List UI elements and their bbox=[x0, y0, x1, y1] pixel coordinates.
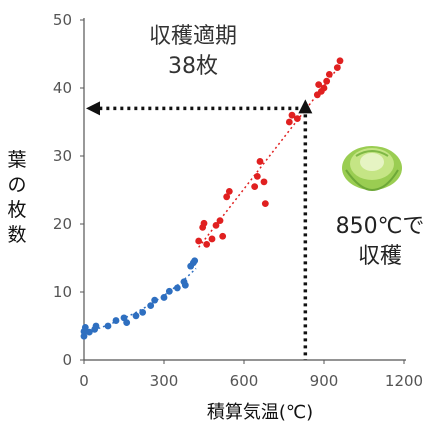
blue-data-point bbox=[104, 322, 112, 330]
red-data-point bbox=[325, 71, 333, 78]
blue-data-point bbox=[191, 257, 199, 265]
blue-data-point bbox=[147, 302, 155, 309]
red-data-point bbox=[208, 235, 216, 243]
x-tick-label: 1200 bbox=[385, 372, 423, 390]
trend-lines bbox=[83, 64, 341, 334]
blue-data-point bbox=[112, 317, 120, 324]
y-tick-label: 20 bbox=[53, 215, 72, 233]
blue-data-point bbox=[123, 319, 131, 326]
red-data-point bbox=[195, 237, 203, 245]
red-data-point bbox=[261, 200, 269, 208]
harvest-temp-line2: 収穫 bbox=[357, 244, 402, 269]
y-axis-label-char-4: 数 bbox=[7, 224, 27, 246]
y-tick-label: 40 bbox=[53, 79, 72, 97]
blue-data-point bbox=[81, 323, 89, 331]
red-data-point bbox=[223, 193, 231, 201]
red-data-point bbox=[333, 64, 341, 71]
blue-data-point bbox=[80, 332, 88, 340]
y-axis-label-char-2: の bbox=[7, 174, 27, 196]
y-axis-label-char-3: 枚 bbox=[7, 199, 27, 221]
red-data-point bbox=[315, 81, 323, 88]
chart-axes bbox=[80, 18, 406, 364]
blue-data-point bbox=[173, 284, 181, 292]
y-tick-label: 50 bbox=[53, 11, 72, 29]
red-data-point bbox=[260, 178, 268, 186]
harvest-count-label: 収穫適期 38枚 bbox=[118, 22, 268, 82]
blue-data-point bbox=[160, 294, 168, 301]
red-trend-line bbox=[198, 64, 341, 248]
red-data-point bbox=[256, 158, 264, 165]
red-data-point bbox=[285, 118, 293, 126]
harvest-guide bbox=[86, 99, 313, 360]
harvest-count-line1: 収穫適期 bbox=[148, 24, 237, 49]
harvest-count-line2: 38枚 bbox=[168, 54, 218, 79]
blue-data-point bbox=[139, 309, 147, 316]
y-tick-label: 30 bbox=[53, 147, 72, 165]
blue-data-point bbox=[165, 287, 173, 295]
x-tick-label: 300 bbox=[150, 372, 179, 390]
blue-data-point bbox=[92, 322, 100, 330]
y-tick-label: 0 bbox=[62, 351, 72, 369]
y-axis-label-char-1: 葉 bbox=[7, 149, 27, 171]
blue-data-point bbox=[132, 312, 140, 320]
y-tick-label: 10 bbox=[53, 283, 72, 301]
blue-data-point bbox=[85, 328, 93, 336]
data-points bbox=[80, 57, 344, 340]
red-data-point bbox=[336, 57, 344, 65]
red-data-point bbox=[212, 221, 220, 229]
red-data-point bbox=[288, 111, 296, 119]
red-data-point bbox=[225, 187, 233, 195]
red-data-point bbox=[323, 77, 331, 85]
harvest-arrow-head bbox=[86, 101, 100, 116]
x-axis-label: 積算気温(℃) bbox=[206, 402, 314, 423]
blue-data-point bbox=[151, 296, 159, 304]
blue-data-point bbox=[181, 281, 189, 289]
red-data-point bbox=[253, 173, 261, 180]
red-data-point bbox=[320, 84, 328, 92]
red-data-point bbox=[200, 219, 208, 227]
tick-labels: 0 10 20 30 40 50 0 300 600 900 1200 bbox=[53, 11, 423, 390]
x-tick-label: 0 bbox=[79, 372, 89, 390]
red-data-point bbox=[219, 232, 227, 240]
cabbage-icon bbox=[342, 146, 402, 192]
x-tick-label: 900 bbox=[310, 372, 339, 390]
harvest-point-marker bbox=[298, 99, 313, 114]
x-tick-label: 600 bbox=[230, 372, 259, 390]
harvest-temp-line1: 850℃で bbox=[335, 214, 425, 239]
harvest-temp-label: 850℃で 収穫 bbox=[320, 212, 440, 272]
red-data-point bbox=[251, 183, 259, 191]
blue-trend-line bbox=[83, 267, 197, 334]
red-data-point bbox=[293, 115, 301, 122]
red-data-point bbox=[203, 241, 211, 248]
red-data-point bbox=[216, 217, 224, 225]
